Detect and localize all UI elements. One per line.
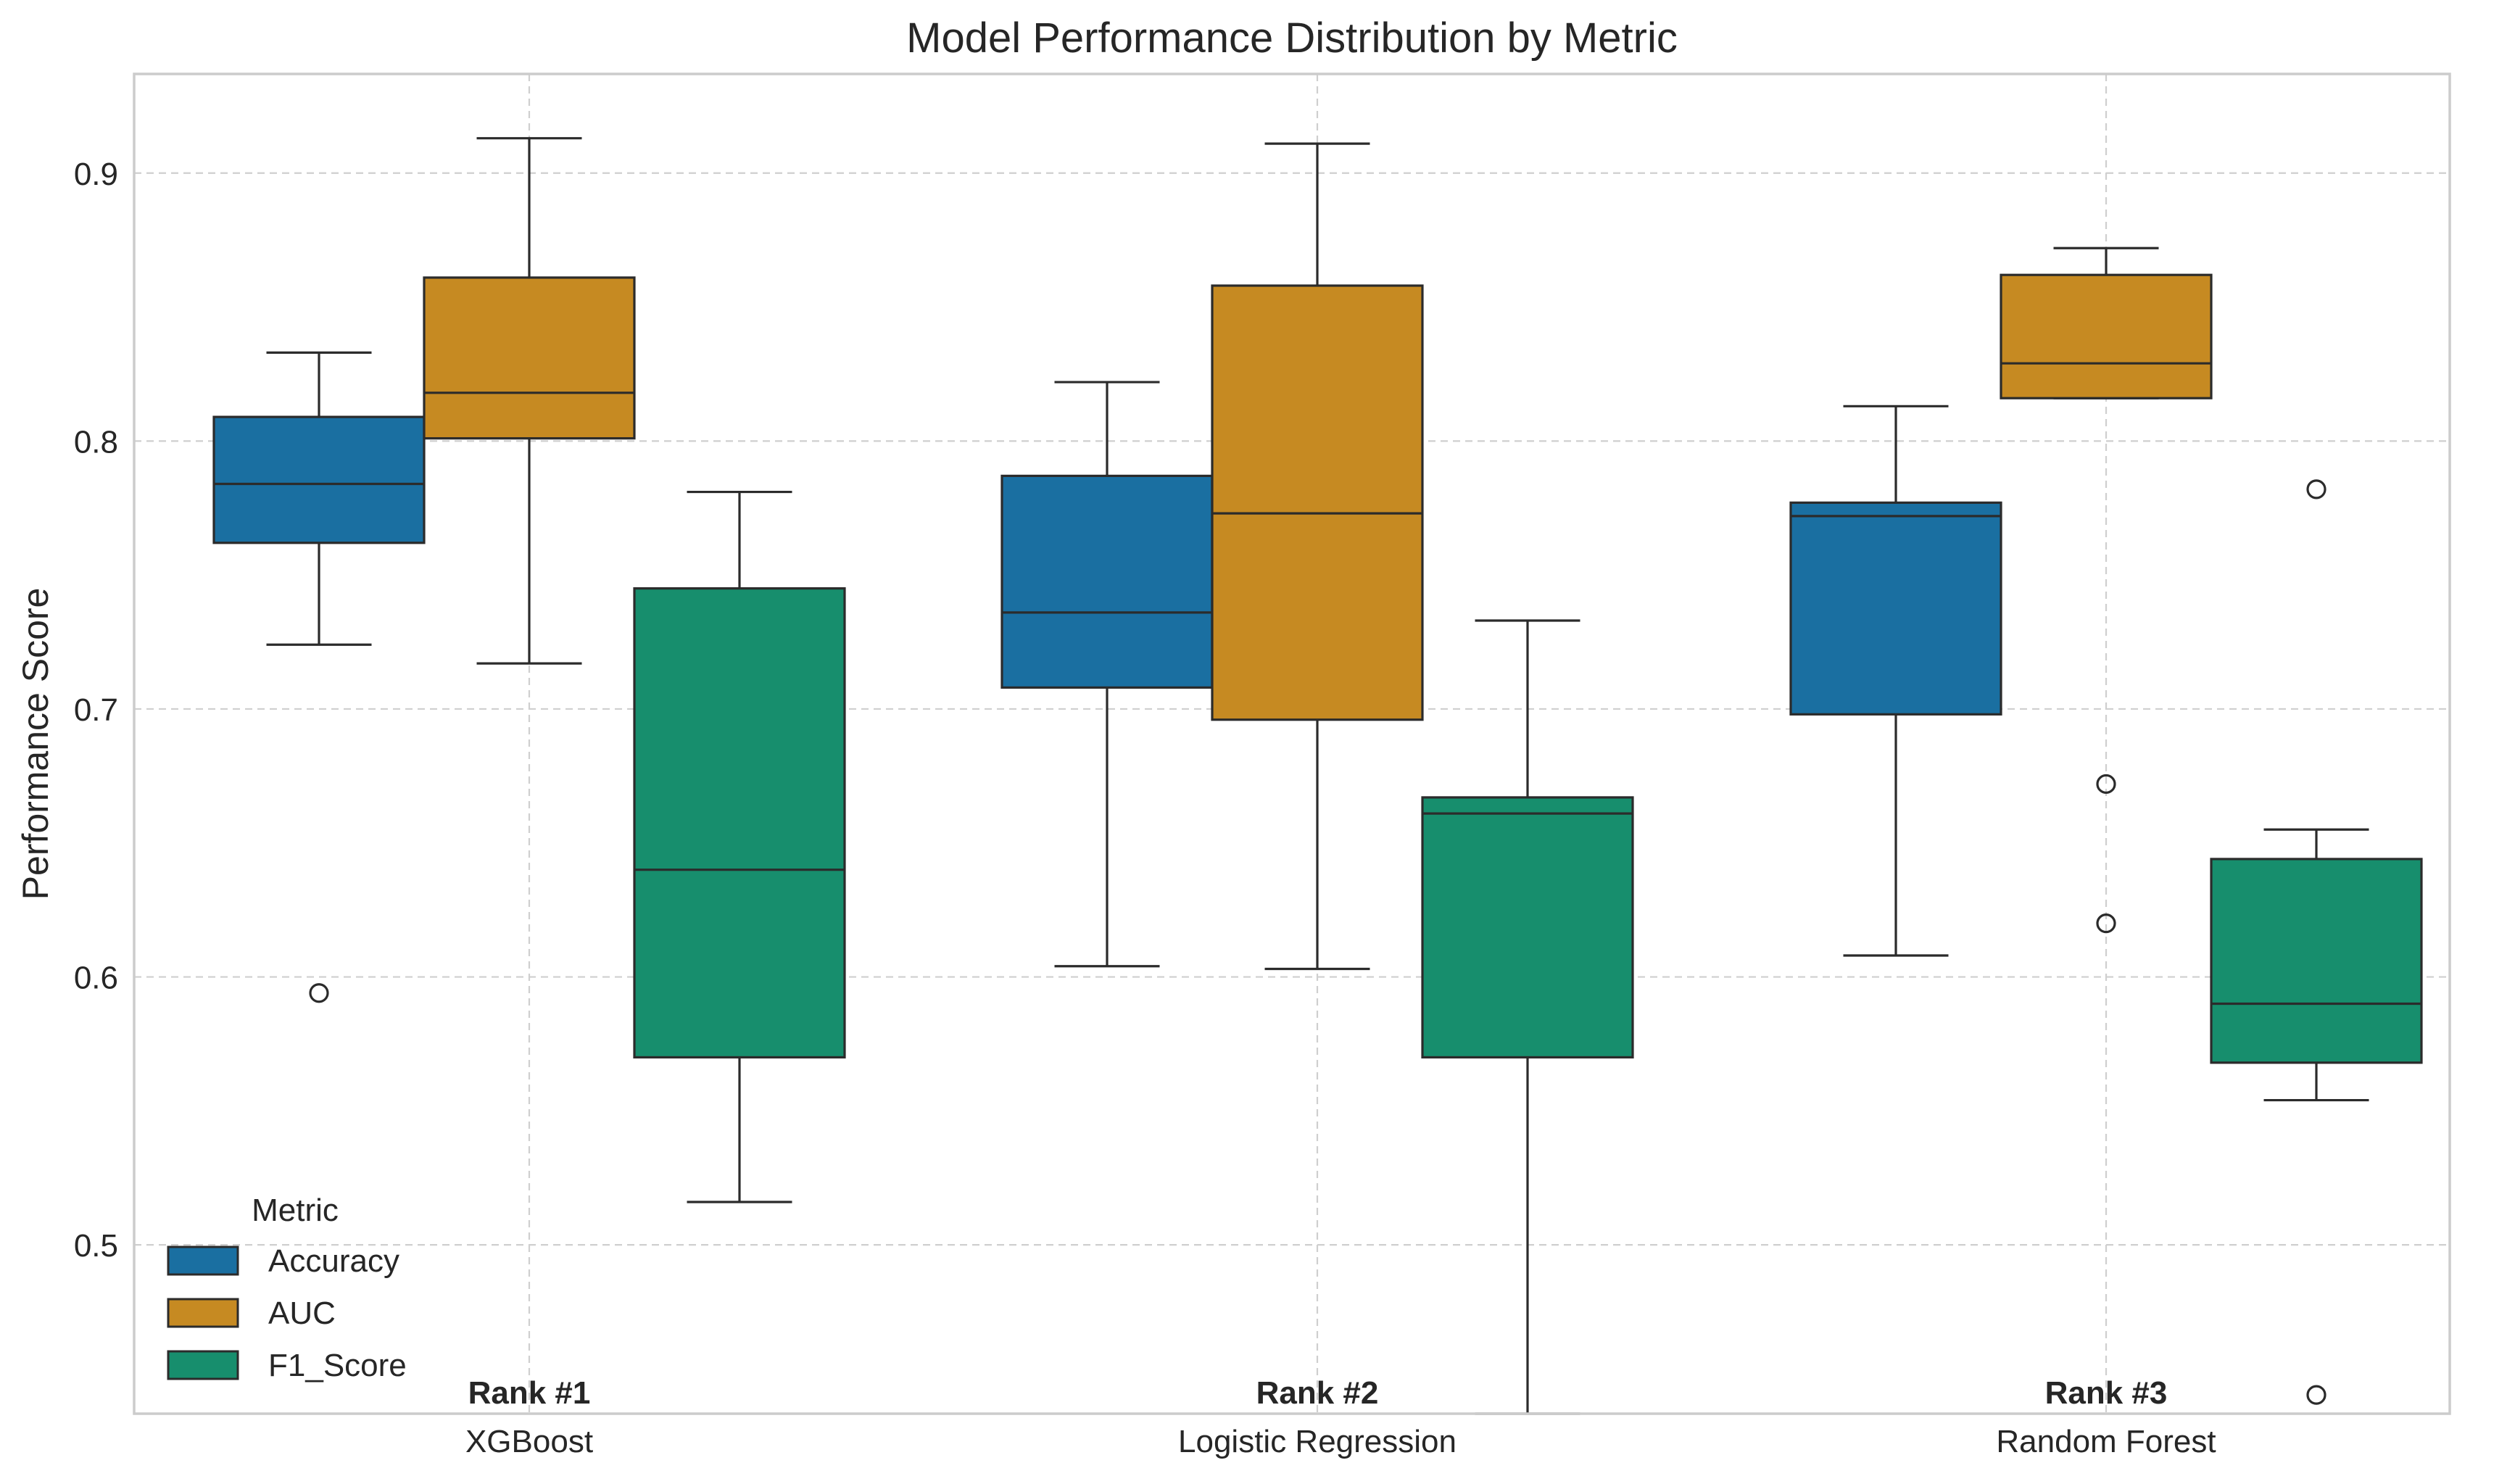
rank-label: Rank #3 bbox=[2045, 1375, 2168, 1411]
box-body bbox=[633, 587, 846, 1059]
box-f1-score-2 bbox=[1421, 619, 1634, 1415]
box-f1-score-3 bbox=[2210, 479, 2423, 1405]
legend-label: F1_Score bbox=[268, 1348, 407, 1383]
chart-title: Model Performance Distribution by Metric bbox=[906, 14, 1678, 62]
box-body bbox=[1789, 501, 2002, 716]
box-body bbox=[212, 415, 426, 544]
x-tick-label: XGBoost bbox=[465, 1424, 593, 1459]
rank-label: Rank #1 bbox=[468, 1375, 591, 1411]
box-f1-score-1 bbox=[633, 490, 846, 1203]
box-accuracy-1 bbox=[212, 351, 426, 1003]
box-accuracy-2 bbox=[1000, 381, 1214, 968]
axis-layer: 0.5 0.6 0.7 0.8 0.9 XGBoost Rank #1 Logistic Re… bbox=[74, 157, 2216, 1459]
rank-label: Rank #2 bbox=[1256, 1375, 1379, 1411]
box-accuracy-3 bbox=[1789, 405, 2002, 957]
x-tick-label: Random Forest bbox=[1996, 1424, 2216, 1459]
x-tick-label: Logistic Regression bbox=[1178, 1424, 1457, 1459]
legend-swatch bbox=[167, 1350, 239, 1380]
outlier-point bbox=[2096, 913, 2116, 934]
legend-label: Accuracy bbox=[268, 1243, 399, 1279]
box-body bbox=[2210, 858, 2423, 1064]
legend-item-f1-score: F1_Score bbox=[167, 1348, 407, 1383]
legend: Metric Accuracy AUC F1_Score bbox=[167, 1193, 407, 1383]
box-body bbox=[2000, 273, 2213, 399]
box-auc-2 bbox=[1211, 142, 1424, 971]
box-body bbox=[423, 276, 636, 440]
box-body bbox=[1211, 284, 1424, 721]
box-auc-3 bbox=[2000, 246, 2213, 934]
y-tick-label: 0.9 bbox=[74, 157, 118, 192]
outlier-point bbox=[2096, 774, 2116, 795]
legend-item-accuracy: Accuracy bbox=[167, 1243, 399, 1279]
box-body bbox=[1421, 796, 1634, 1059]
legend-item-auc: AUC bbox=[167, 1296, 336, 1331]
y-tick-label: 0.7 bbox=[74, 692, 118, 728]
y-tick-label: 0.6 bbox=[74, 961, 118, 996]
legend-swatch bbox=[167, 1245, 239, 1276]
legend-label: AUC bbox=[268, 1296, 336, 1331]
y-tick-label: 0.5 bbox=[74, 1228, 118, 1264]
outlier-point bbox=[309, 983, 329, 1003]
outlier-point bbox=[2306, 479, 2327, 499]
box-body bbox=[1000, 474, 1214, 689]
outlier-point bbox=[2306, 1385, 2327, 1405]
legend-swatch bbox=[167, 1298, 239, 1328]
box-auc-1 bbox=[423, 137, 636, 665]
legend-title: Metric bbox=[252, 1193, 339, 1228]
box-layer bbox=[212, 137, 2423, 1415]
plot-frame bbox=[133, 72, 2451, 1415]
y-tick-label: 0.8 bbox=[74, 424, 118, 460]
y-axis-label: Performance Score bbox=[15, 588, 56, 900]
